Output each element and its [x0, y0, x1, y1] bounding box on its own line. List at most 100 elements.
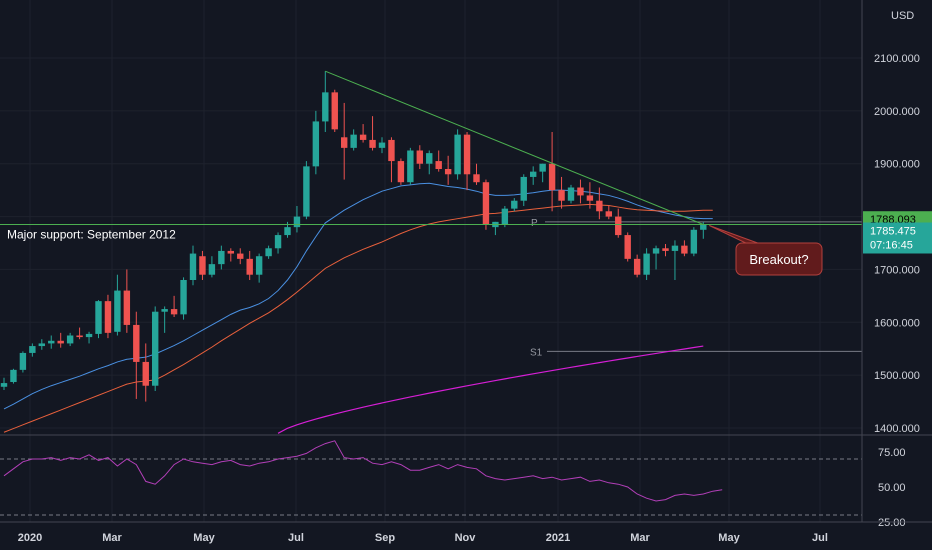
candle-body [473, 174, 480, 183]
candle-body [255, 256, 263, 275]
candle [463, 132, 471, 191]
candle-body [161, 309, 168, 312]
candle-body [671, 245, 679, 251]
candle-body [615, 216, 622, 236]
candle-body [426, 153, 433, 164]
candle [66, 332, 74, 347]
candle-body [123, 290, 131, 325]
candle-body [322, 92, 329, 122]
candle [189, 245, 197, 286]
descending-trendline [325, 70, 704, 225]
candle [265, 245, 272, 259]
candle [511, 198, 518, 212]
pivot-s1-label: S1 [530, 347, 543, 358]
candle-body [227, 250, 234, 254]
candle [104, 294, 112, 339]
callout-joint [745, 244, 769, 247]
candle-body [596, 200, 603, 212]
candle [671, 240, 679, 280]
candle [548, 132, 556, 212]
candle [482, 179, 490, 230]
candle-body [633, 258, 641, 275]
candle [180, 277, 187, 320]
candle-body [48, 340, 55, 344]
candle [29, 343, 36, 357]
candle [615, 208, 622, 238]
candle-body [548, 163, 556, 191]
ma-blue-line [3, 182, 713, 410]
candle-body [511, 200, 518, 209]
candle-body [624, 235, 631, 259]
candle [10, 368, 17, 384]
candlesticks [0, 71, 707, 402]
candle [95, 300, 102, 339]
rsi-pane: 75.00 50.00 25.00 [0, 440, 906, 529]
candle-body [293, 216, 301, 228]
candle-body [397, 161, 405, 183]
x-tick-label: 2020 [18, 532, 42, 544]
candle-body [501, 208, 509, 225]
candle-body [29, 346, 36, 353]
candle-body [369, 139, 376, 148]
candle [444, 155, 452, 185]
callout-box [735, 242, 823, 276]
x-tick-label: May [193, 532, 215, 544]
candle [567, 184, 575, 204]
moving-averages [3, 182, 713, 434]
candle [38, 339, 45, 350]
x-tick-label: Mar [630, 532, 650, 544]
candle-body [463, 134, 471, 175]
candle-body [482, 182, 490, 225]
candle-body [567, 187, 575, 201]
callout-text: Breakout? [749, 252, 808, 267]
x-tick-label: Sep [375, 532, 395, 544]
candle-body [416, 150, 423, 164]
candle-body [199, 256, 206, 275]
candle-body [180, 280, 187, 315]
candle-body [57, 340, 64, 344]
rsi-tick-label: 25.00 [878, 517, 906, 529]
candle-body [170, 309, 178, 315]
candle-body [265, 248, 272, 257]
price-label-current: 1785.475 [870, 226, 916, 238]
candle [0, 377, 8, 390]
candle-body [454, 134, 461, 175]
candle [322, 71, 329, 132]
candle [227, 248, 234, 262]
y-tick-label: 1900.000 [874, 159, 920, 171]
candle [218, 245, 225, 270]
candle [76, 327, 83, 340]
candle-body [133, 324, 140, 362]
candle [416, 145, 423, 169]
candle [293, 206, 301, 233]
candle [643, 248, 650, 280]
candle-body [652, 248, 660, 254]
candle-body [350, 134, 357, 148]
candle [690, 227, 698, 257]
candle [473, 163, 480, 185]
candle-body [681, 245, 688, 254]
candle-body [19, 352, 27, 370]
currency-label: USD [891, 10, 914, 22]
candle [85, 331, 93, 344]
candle [577, 179, 584, 204]
candle-body [0, 383, 8, 387]
candle [255, 253, 263, 283]
candle [624, 232, 631, 262]
candle-body [690, 229, 698, 254]
candle-body [66, 335, 74, 344]
candle [359, 124, 367, 143]
candle [407, 147, 414, 185]
rsi-line [3, 440, 723, 502]
candle [501, 206, 509, 228]
candle-body [38, 343, 45, 347]
candle [341, 102, 348, 180]
candle [530, 166, 537, 185]
candle [19, 351, 27, 373]
candle-body [407, 150, 414, 183]
candle [596, 187, 603, 220]
y-tick-label: 1500.000 [874, 370, 920, 382]
candle [274, 232, 282, 254]
